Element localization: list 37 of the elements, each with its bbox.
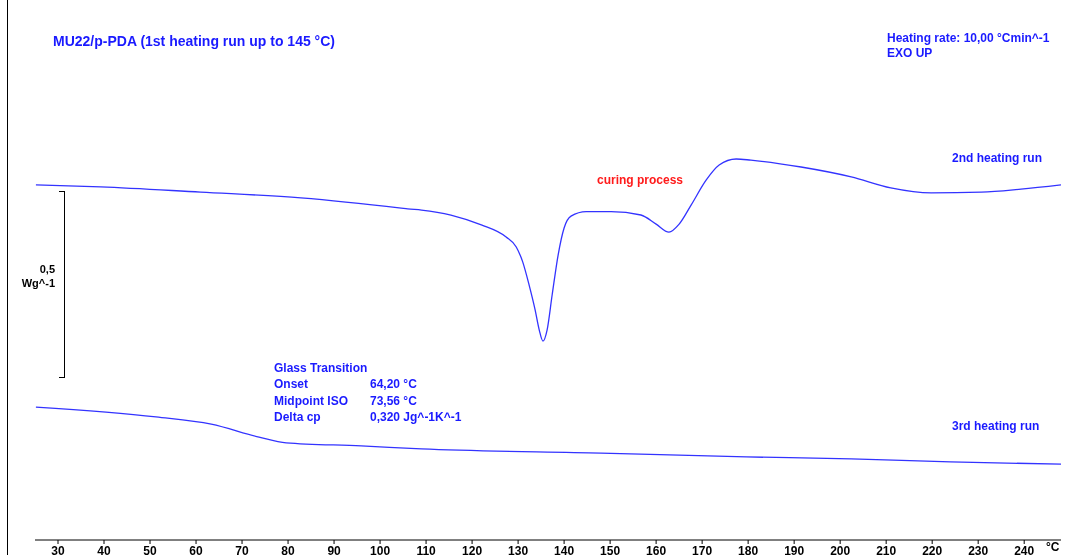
- annotation: Onset: [274, 377, 309, 391]
- x-tick-label: 240: [1014, 543, 1035, 555]
- x-tick-label: 220: [922, 543, 943, 555]
- x-tick-label: 190: [784, 543, 805, 555]
- annotation: curing process: [597, 173, 684, 187]
- x-tick-label: 200: [830, 543, 851, 555]
- x-tick-label: 130: [508, 543, 529, 555]
- x-tick-label: 40: [97, 543, 112, 555]
- x-tick-label: 140: [554, 543, 575, 555]
- x-tick-label: 50: [143, 543, 158, 555]
- x-tick-label: 80: [281, 543, 296, 555]
- annotation: Midpoint ISO: [274, 394, 348, 408]
- x-tick-label: 170: [692, 543, 713, 555]
- x-tick-label: 110: [416, 543, 437, 555]
- y-axis-title: 0,5 Wg^-1: [21, 262, 55, 290]
- x-tick-label: 70: [235, 543, 250, 555]
- annotation: 64,20 °C: [370, 377, 417, 391]
- annotation: 0,320 Jg^-1K^-1: [370, 410, 462, 424]
- x-tick-label: 150: [600, 543, 621, 555]
- text: EXO UP: [887, 46, 933, 60]
- x-tick-label: 180: [738, 543, 759, 555]
- x-tick-label: 210: [876, 543, 897, 555]
- annotation: Delta cp: [274, 410, 321, 424]
- x-axis-title: °C: [1046, 540, 1060, 554]
- series-label: 2nd heating run: [952, 151, 1042, 165]
- x-tick-label: 120: [462, 543, 483, 555]
- annotation: 73,56 °C: [370, 394, 417, 408]
- x-tick-label: 100: [370, 543, 391, 555]
- text: 3rd heating run: [952, 419, 1040, 433]
- text: Heating rate: 10,00 °Cmin^-1: [887, 31, 1050, 45]
- x-tick-label: 90: [327, 543, 342, 555]
- chart-title: MU22/p-PDA (1st heating run up to 145 °C): [53, 33, 335, 49]
- x-tick-label: 230: [968, 543, 989, 555]
- annotation: Glass Transition: [274, 361, 368, 375]
- x-tick-label: 30: [51, 543, 65, 555]
- x-tick-label: 160: [646, 543, 667, 555]
- x-tick-label: 60: [189, 543, 204, 555]
